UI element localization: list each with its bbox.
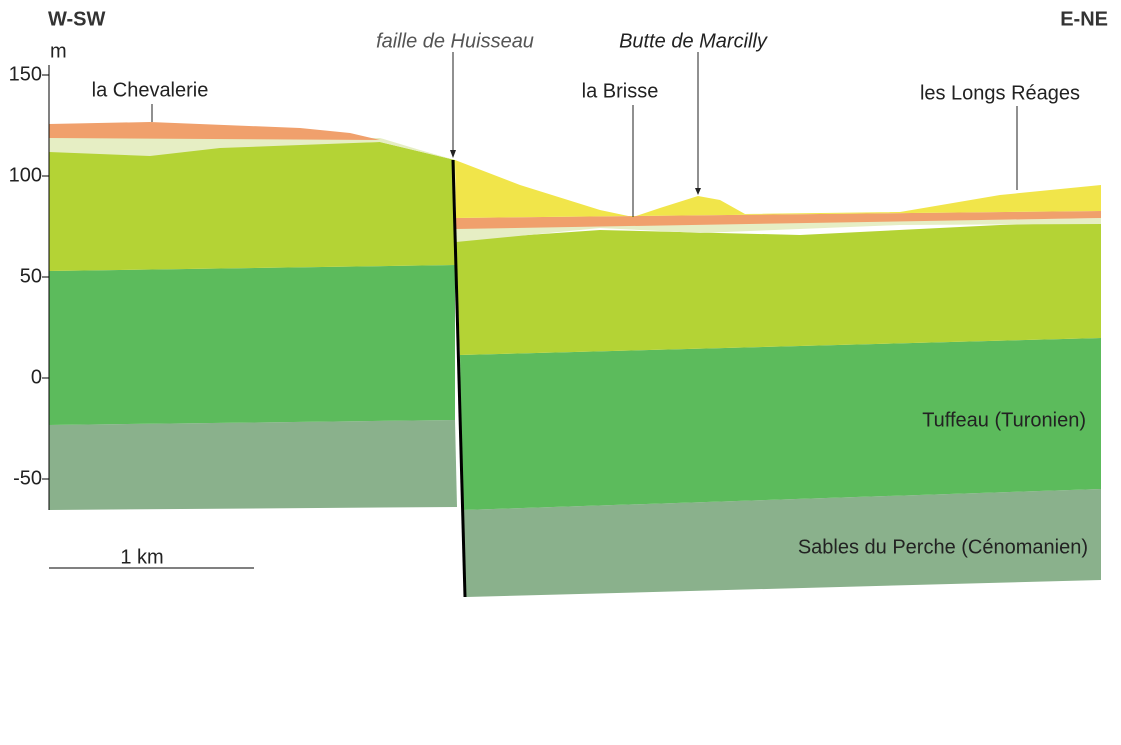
- tick-label: 0: [31, 366, 42, 388]
- sand-layer: [49, 420, 457, 510]
- brisse-label: la Brisse: [582, 80, 659, 102]
- tick-label: 50: [20, 265, 42, 287]
- sables-label: Sables du Perche (Cénomanien): [798, 536, 1088, 558]
- chevalerie-label: la Chevalerie: [92, 79, 209, 101]
- yellow-layer: [455, 160, 1101, 218]
- tuffeau-layer: [460, 338, 1101, 510]
- tick-label: 100: [9, 164, 42, 186]
- tuffeau-label: Tuffeau (Turonien): [922, 409, 1086, 431]
- fault-line: [451, 159, 467, 598]
- arrow: [695, 188, 701, 195]
- tick-label: -50: [13, 467, 42, 489]
- fault-label: faille de Huisseau: [376, 30, 534, 52]
- butte-label: Butte de Marcilly: [619, 30, 768, 52]
- longs-reages-label: les Longs Réages: [920, 82, 1080, 104]
- orange-layer: [49, 122, 380, 140]
- unit: m: [50, 40, 67, 62]
- elevation-ticks: 150 100 50 0 -50: [9, 63, 49, 489]
- upper-chalk-layer: [49, 142, 455, 271]
- sand-layer: [462, 489, 1101, 597]
- pale-layer: [49, 137, 455, 160]
- pale-layer: [456, 218, 1101, 242]
- tuffeau-layer: [49, 265, 455, 425]
- scale-label: 1 km: [120, 546, 163, 568]
- upper-chalk-layer: [456, 222, 1101, 355]
- tick-label: 150: [9, 63, 42, 85]
- orange-layer: [456, 211, 1101, 229]
- direction-right: E-NE: [1060, 8, 1108, 30]
- arrow: [450, 150, 456, 158]
- direction-left: W-SW: [48, 8, 105, 30]
